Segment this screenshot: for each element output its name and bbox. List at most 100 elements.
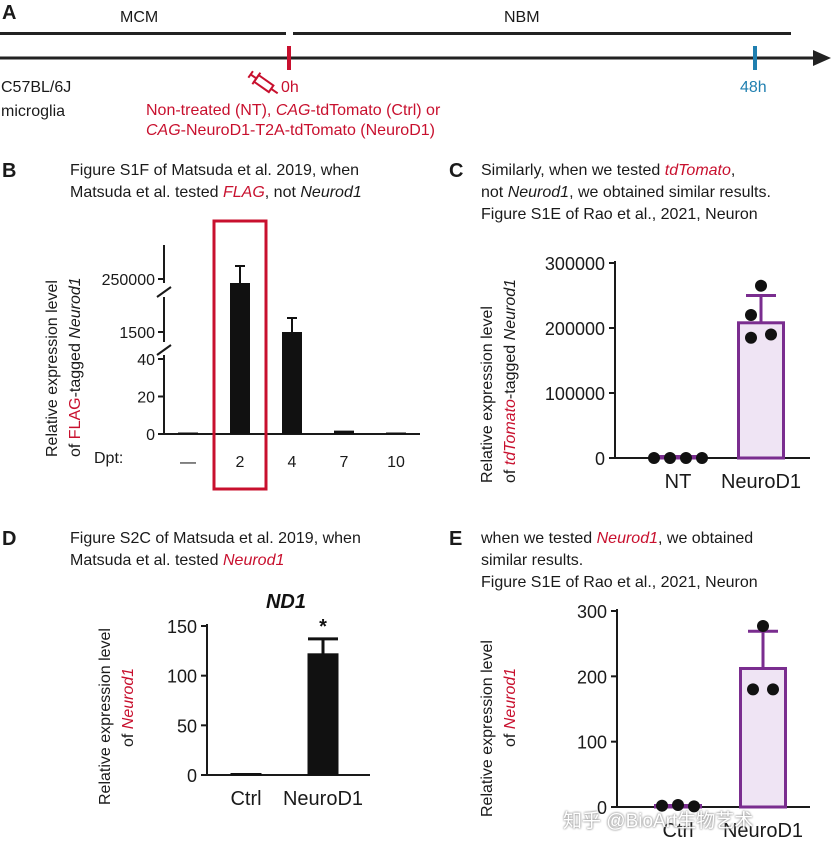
phase-mcm: MCM — [120, 9, 159, 26]
chart-b-axis-break-2 — [156, 286, 172, 298]
chart-d-ylabel-2: of Neurod1 — [120, 668, 137, 747]
chart-c-point — [765, 328, 777, 341]
chart-b: 0 20 40 1500 250000 — 2 4 7 10 Relative expressio… — [44, 219, 420, 491]
chart-d-xtick-label: NeuroD1 — [283, 788, 363, 810]
chart-b-xprefix: Dpt: — [94, 450, 123, 467]
chart-c-point — [648, 452, 660, 464]
syringe-icon — [247, 70, 279, 95]
chart-b-xtick-label: 7 — [340, 454, 349, 471]
panel-c-caption-3: Figure S1E of Rao et al., 2021, Neuron — [481, 206, 758, 223]
chart-e-point — [656, 799, 668, 812]
chart-b-bar-2 — [230, 283, 250, 434]
chart-b-ytick-label: 20 — [137, 390, 155, 407]
chart-d-significance: * — [319, 616, 327, 638]
nbm-bar — [293, 32, 791, 35]
cell-type-label: microglia — [1, 103, 66, 120]
chart-b-bar-3 — [282, 332, 302, 434]
panel-c-caption-1: Similarly, when we tested tdTomato, — [481, 162, 736, 179]
chart-b-ytick-label: 40 — [137, 352, 155, 369]
timeline-tick-0h — [287, 46, 291, 70]
chart-d-title: ND1 — [266, 591, 306, 613]
chart-c-ytick-label: 100000 — [545, 384, 605, 404]
chart-d-bar-ctrl — [230, 773, 262, 776]
chart-e-point — [767, 683, 779, 696]
chart-c-point — [680, 452, 692, 464]
chart-d-ytick-label: 50 — [177, 716, 197, 736]
chart-b-ylabel-1: Relative expression level — [44, 280, 61, 457]
timeline-axis — [0, 46, 831, 70]
panel-e-caption-2: similar results. — [481, 552, 584, 569]
chart-e-xtick-label: NeuroD1 — [723, 820, 803, 842]
chart-e-point — [757, 620, 769, 633]
panel-e-label: E — [449, 528, 463, 550]
chart-c-point — [664, 452, 676, 464]
timeline-arrowhead — [813, 50, 831, 66]
chart-d-bar-neurod1 — [307, 653, 339, 776]
chart-c-ylabel-1: Relative expression level — [479, 306, 496, 483]
treatment-line-1: Non-treated (NT), CAG-tdTomato (Ctrl) or — [146, 102, 441, 119]
panel-a-label: A — [2, 2, 17, 24]
chart-c-ytick-label: 200000 — [545, 319, 605, 339]
chart-e-xtick-label: Ctrl — [662, 820, 693, 842]
panel-b-caption-1: Figure S1F of Matsuda et al. 2019, when — [70, 162, 360, 179]
panel-b-caption-2: Matsuda et al. tested FLAG, not Neurod1 — [70, 184, 362, 201]
phase-nbm: NBM — [504, 9, 540, 26]
chart-b-ytick-label: 0 — [146, 427, 155, 444]
chart-d: 0 50 100 150 Ctrl * NeuroD1 ND1 Relative expres… — [97, 591, 370, 810]
panel-d-caption-2: Matsuda et al. tested Neurod1 — [70, 552, 285, 569]
mouse-line-label: C57BL/6J — [1, 79, 72, 96]
chart-c-xtick-label: NeuroD1 — [721, 471, 801, 493]
chart-e-point — [672, 799, 684, 812]
watermark: 知乎 @BioArt生物艺术 — [563, 811, 754, 832]
time-48h: 48h — [740, 79, 767, 96]
chart-d-ytick-label: 100 — [167, 667, 197, 687]
chart-e-ytick-label: 300 — [577, 602, 607, 622]
chart-b-highlight-box — [212, 219, 268, 491]
panel-d-caption-1: Figure S2C of Matsuda et al. 2019, when — [70, 530, 361, 547]
chart-e-ylabel-1: Relative expression level — [479, 640, 496, 817]
chart-e-ytick-label: 0 — [597, 798, 607, 818]
chart-d-xtick-label: Ctrl — [230, 788, 261, 810]
chart-b-xtick-label: 2 — [236, 454, 245, 471]
chart-b-xtick-label: 10 — [387, 454, 405, 471]
panel-e-caption-1: when we tested Neurod1, we obtained — [481, 530, 754, 547]
chart-c-point — [696, 452, 708, 464]
chart-c-bar-nt — [654, 455, 702, 460]
panel-c-label: C — [449, 160, 464, 182]
chart-e-ytick-label: 200 — [577, 667, 607, 687]
chart-e-point — [688, 800, 700, 813]
panel-b-label: B — [2, 160, 17, 182]
chart-b-ytick-label: 250000 — [102, 272, 155, 289]
chart-b-bar-1 — [178, 432, 198, 434]
time-0h: 0h — [281, 79, 299, 96]
chart-e-ytick-label: 100 — [577, 733, 607, 753]
chart-c-ytick-label: 0 — [595, 449, 605, 469]
chart-b-axis-break-1 — [156, 344, 172, 356]
chart-e-point — [747, 683, 759, 696]
chart-b-ylabel-2: of FLAG-tagged Neurod1 — [67, 277, 84, 457]
treatment-line-2: CAG-NeuroD1-T2A-tdTomato (NeuroD1) — [146, 122, 435, 139]
chart-e-ylabel-2: of Neurod1 — [502, 668, 519, 747]
chart-c-xtick-label: NT — [665, 471, 692, 493]
chart-b-ytick-label: 1500 — [119, 325, 155, 342]
chart-e: 0 100 200 300 Ctrl NeuroD1 Relative expressio… — [479, 602, 810, 842]
chart-c-ytick-label: 300000 — [545, 254, 605, 274]
chart-c: 0 100000 200000 300000 NT NeuroD1 Relative ex… — [479, 254, 810, 493]
chart-d-ytick-label: 150 — [167, 617, 197, 637]
chart-b-bar-5 — [386, 432, 406, 434]
mcm-bar — [0, 32, 286, 35]
panel-d-label: D — [2, 528, 17, 550]
chart-c-point — [745, 309, 757, 321]
chart-d-ytick-label: 0 — [187, 766, 197, 786]
chart-b-xtick-label: — — [180, 454, 196, 471]
chart-b-xtick-label: 4 — [288, 454, 297, 471]
chart-c-bar-neurod1 — [737, 321, 785, 460]
chart-d-ylabel-1: Relative expression level — [97, 628, 114, 805]
timeline-tick-48h — [753, 46, 757, 70]
chart-c-point — [745, 331, 757, 344]
panel-c-caption-2: not Neurod1, we obtained similar results… — [481, 184, 771, 201]
chart-b-bar-4 — [334, 430, 354, 434]
panel-e-caption-3: Figure S1E of Rao et al., 2021, Neuron — [481, 574, 758, 591]
chart-c-ylabel-2: of tdTomato-tagged Neurod1 — [502, 279, 519, 483]
chart-c-point — [755, 279, 767, 292]
